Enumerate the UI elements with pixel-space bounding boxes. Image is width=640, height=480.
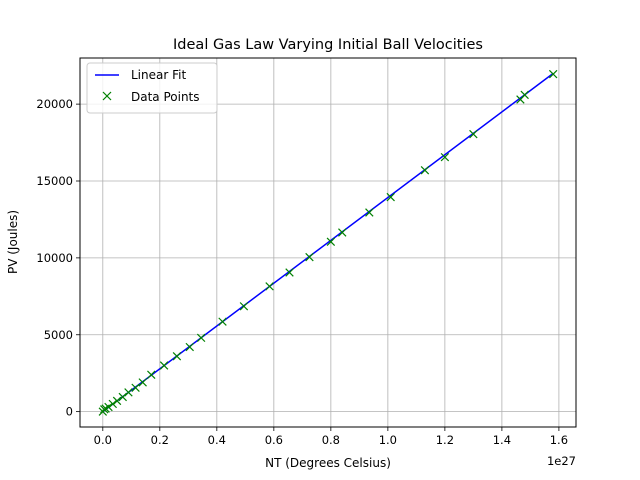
data-point (124, 388, 133, 397)
data-point (338, 228, 347, 237)
data-point (326, 237, 336, 246)
y-axis-label: PV (Joules) (6, 210, 20, 274)
y-tick-label: 0 (66, 405, 73, 419)
data-point (159, 361, 169, 370)
x-tick-label: 1.0 (379, 433, 397, 447)
data-point (305, 252, 314, 262)
x-tick-label: 0.2 (151, 433, 169, 447)
x-axis-ticks: 0.0 0.2 0.4 0.6 0.8 1.0 1.2 1.4 1.6 (94, 427, 568, 447)
y-axis-ticks: 0 5000 10000 15000 20000 (36, 97, 80, 419)
data-point (365, 208, 374, 217)
data-point (112, 396, 122, 406)
data-points-layer (98, 69, 558, 416)
x-tick-label: 1.6 (550, 433, 568, 447)
y-tick-label: 5000 (44, 328, 73, 342)
legend-data-points-swatch (102, 91, 112, 101)
data-point (469, 129, 478, 139)
data-point (218, 317, 227, 326)
plot-frame (79, 57, 577, 428)
grid-lines (80, 58, 576, 427)
x-axis-label: NT (Degrees Celsius) (265, 456, 391, 470)
data-point (104, 402, 113, 412)
data-point (147, 370, 156, 379)
data-point (440, 152, 450, 162)
data-point (131, 383, 140, 393)
legend-linear-fit-label: Linear Fit (131, 68, 186, 82)
x-tick-label: 0.8 (322, 433, 340, 447)
data-point (118, 392, 127, 402)
data-point (196, 333, 206, 343)
data-point (108, 399, 118, 409)
x-tick-label: 0.0 (94, 433, 112, 447)
y-tick-label: 20000 (36, 97, 73, 111)
data-point (548, 69, 558, 79)
data-point (138, 378, 147, 387)
y-tick-label: 10000 (36, 251, 73, 265)
data-point (239, 302, 249, 311)
x-tick-label: 1.2 (436, 433, 454, 447)
data-point (285, 268, 294, 277)
legend-box (86, 62, 218, 114)
chart-title: Ideal Gas Law Varying Initial Ball Veloc… (173, 37, 483, 53)
data-point (420, 166, 430, 175)
data-point (520, 90, 529, 100)
data-point (265, 282, 274, 291)
x-tick-label: 0.6 (265, 433, 283, 447)
legend: Linear Fit Data Points (86, 62, 218, 114)
legend-data-points-label: Data Points (131, 90, 200, 104)
data-point (185, 342, 194, 352)
x-tick-label: 0.4 (208, 433, 226, 447)
x-tick-label: 1.4 (493, 433, 511, 447)
data-point (172, 352, 182, 361)
x-axis-offset-label: 1e27 (547, 454, 576, 468)
y-tick-label: 15000 (36, 174, 73, 188)
data-point (386, 192, 395, 202)
